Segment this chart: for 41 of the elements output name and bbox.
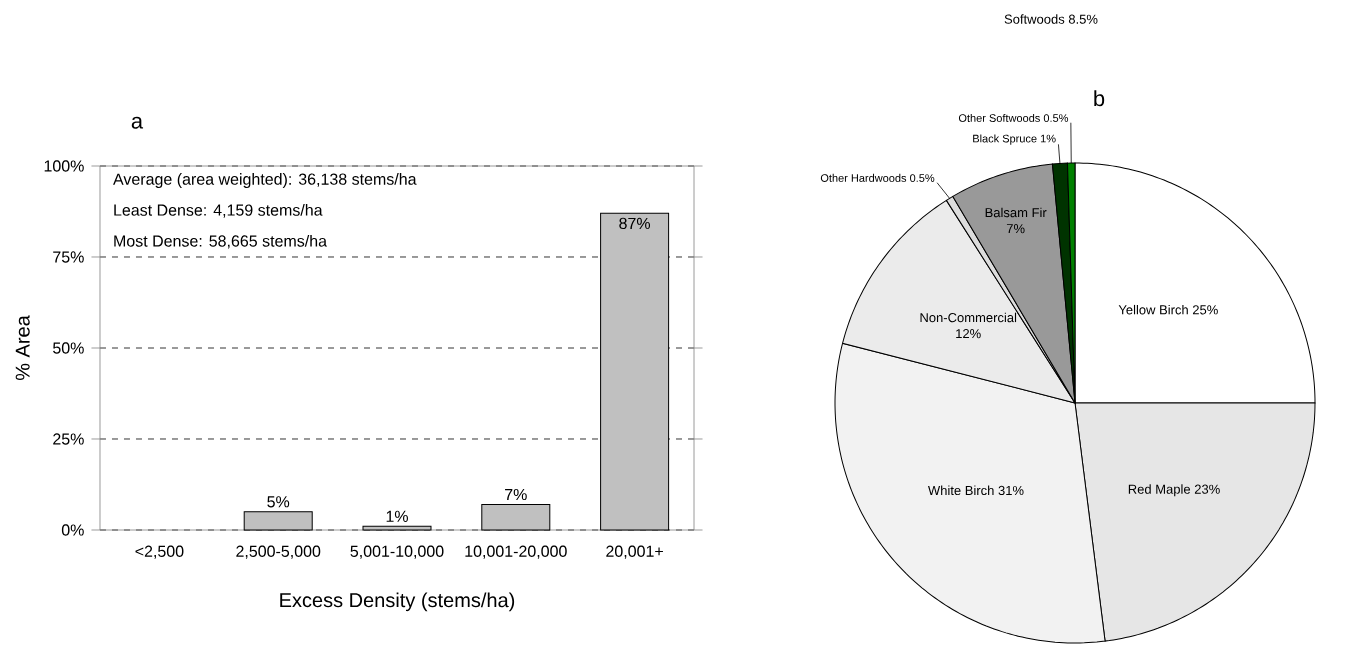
slice-label: Non-Commercial: [920, 312, 1017, 323]
x-tick-label: 20,001+: [606, 545, 663, 559]
y-tick-label: 75%: [53, 251, 84, 263]
data-label: 1%: [386, 510, 408, 522]
y-tick-label: 25%: [53, 433, 84, 445]
text: Softwoods 8.5%: [1004, 14, 1098, 24]
bar: [243, 511, 313, 531]
data-label: 0.5%: [1043, 114, 1069, 122]
chart-title: a: [131, 116, 144, 129]
data-label: 25%: [1192, 305, 1218, 315]
slice-label: Other Softwoods: [958, 113, 1040, 122]
data-label: 0.5%: [910, 174, 935, 182]
data-label: 31%: [998, 485, 1024, 496]
y-tick-label: 0%: [61, 524, 84, 536]
data-label: 23%: [1194, 484, 1220, 494]
y-tick-label: 50%: [53, 342, 84, 354]
slice-label: Red Maple: [1128, 484, 1191, 497]
x-tick-label: 2,500-5,000: [236, 545, 321, 559]
annotation: Least Dense: 4,159 stems/ha: [114, 204, 323, 218]
annotation: Average (area weighted): 36,138 stems/ha: [113, 173, 417, 188]
x-tick-label: <2,500: [135, 545, 184, 559]
data-label: 87%: [619, 217, 651, 230]
x-tick-label: 10,001-20,000: [465, 545, 567, 559]
data-label: 1%: [1040, 134, 1056, 143]
data-label: 5%: [267, 496, 290, 508]
data-label: 7%: [1006, 224, 1025, 234]
y-axis-title: % Area: [15, 315, 30, 381]
x-tick-label: 5,001-10,000: [350, 545, 444, 559]
x-axis-title: Excess Density (stems/ha): [280, 592, 515, 612]
slice-label: White Birch: [928, 485, 994, 496]
slice-label: Black Spruce: [973, 134, 1037, 145]
data-label: 7%: [505, 488, 527, 501]
slice-label: Balsam Fir: [985, 207, 1047, 218]
y-tick-label: 100%: [44, 160, 84, 172]
chart-title: b: [1094, 90, 1105, 107]
slice-label: Yellow Birch: [1118, 304, 1188, 315]
bar: [481, 504, 551, 531]
slice-label: Other Hardwoods: [820, 173, 907, 182]
annotation: Most Dense: 58,665 stems/ha: [114, 234, 328, 249]
bar: [362, 525, 432, 531]
data-label: 12%: [956, 329, 981, 339]
